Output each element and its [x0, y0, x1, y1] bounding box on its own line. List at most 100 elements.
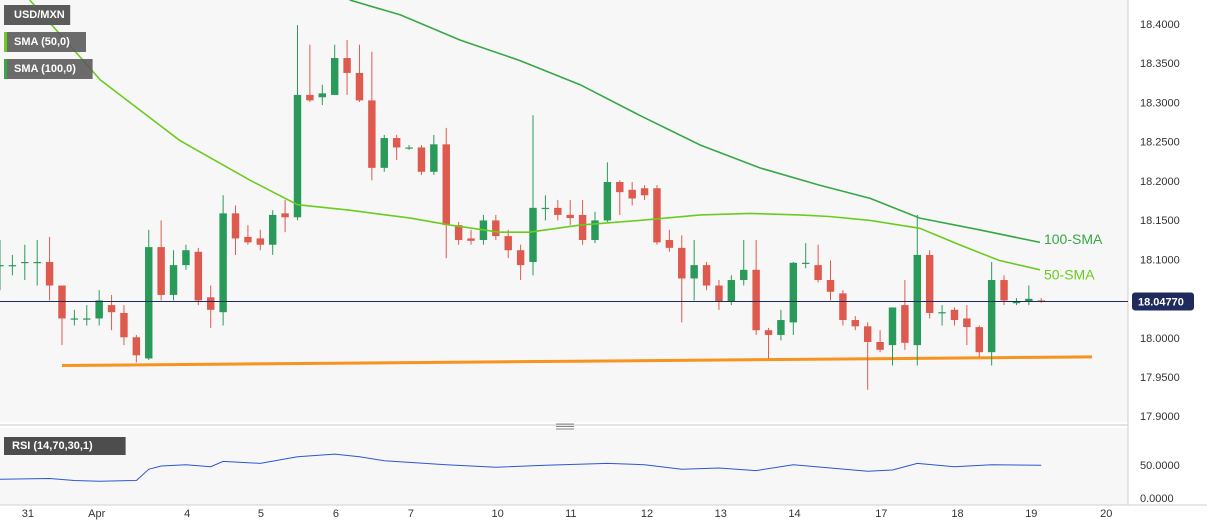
candle-body: [876, 341, 884, 350]
candle-body: [83, 318, 91, 320]
sma-line: [29, 0, 1041, 271]
candle-body: [541, 207, 550, 210]
candle-body: [293, 94, 302, 218]
candle-body: [863, 326, 872, 342]
candle-body: [70, 318, 79, 320]
y-tick-label: 18.2500: [1140, 137, 1180, 149]
y-tick-label: 18.3000: [1140, 97, 1180, 109]
candle-body: [0, 265, 4, 267]
x-tick-label: 6: [333, 508, 339, 520]
candle-body: [764, 330, 773, 335]
candle-body: [801, 262, 810, 264]
marks: [0, 0, 1128, 482]
candle-body: [554, 207, 562, 215]
x-tick-label: 17: [875, 508, 887, 520]
candle-body: [1000, 280, 1008, 301]
candle-body: [306, 94, 314, 101]
candle-body: [417, 147, 426, 172]
candle-body: [591, 220, 599, 241]
y-tick-label: 17.9000: [1140, 411, 1180, 423]
y-tick-label: 18.2000: [1140, 176, 1180, 188]
candle-body: [839, 293, 847, 321]
symbol-label: USD/MXN: [14, 9, 65, 21]
candle-body: [851, 320, 860, 327]
candle-body: [566, 214, 574, 219]
x-tick-label: 19: [1025, 508, 1037, 520]
candle-body: [330, 58, 339, 95]
x-tick-label: 12: [641, 508, 653, 520]
x-tick-label: 13: [715, 508, 727, 520]
candle-body: [727, 280, 736, 302]
candle-body: [182, 250, 190, 266]
candle-body: [826, 280, 835, 292]
candle-body: [913, 254, 921, 346]
x-tick-label: 20: [1100, 508, 1112, 520]
candle-body: [1025, 298, 1033, 302]
x-tick-label: 11: [565, 508, 576, 520]
x-tick-label: 7: [408, 508, 414, 520]
candle-body: [256, 238, 265, 245]
candle-body: [219, 213, 227, 313]
pane-handle: [556, 423, 574, 430]
candle-body: [318, 93, 327, 98]
candle-body: [368, 100, 376, 168]
legend-box: [4, 59, 93, 79]
candle-body: [207, 297, 215, 310]
y-tick-label: 17.9500: [1140, 372, 1180, 384]
candle-body: [430, 144, 438, 172]
y-tick-label: 18.0000: [1140, 333, 1180, 345]
candle-body: [975, 327, 983, 353]
candle-body: [120, 312, 128, 338]
candle-body: [58, 285, 66, 319]
candle-body: [603, 181, 612, 221]
candle-body: [467, 238, 475, 241]
x-tick-label: Apr: [88, 508, 105, 520]
symbol-box: [4, 5, 71, 25]
candle-body: [963, 318, 971, 328]
candle-body: [678, 247, 686, 279]
candle-body: [157, 247, 165, 295]
candle-body: [690, 265, 698, 279]
candle-body: [442, 144, 450, 226]
candle-body: [789, 262, 798, 323]
candle-body: [8, 265, 17, 267]
candle-body: [145, 247, 153, 359]
candle-body: [343, 58, 351, 73]
candle-body: [132, 337, 141, 356]
candle-body: [616, 181, 624, 193]
candle-body: [950, 309, 959, 321]
labels: 18.4000 18.3500 18.3000 18.2500 18.2000 18.15…: [4, 5, 1194, 520]
candle-body: [21, 261, 29, 264]
legend-label: SMA (50,0): [14, 36, 70, 48]
candle-body: [1012, 301, 1021, 304]
candle-body: [355, 72, 364, 101]
candle-body: [516, 250, 525, 266]
candle-body: [95, 300, 103, 319]
y-tick-label: 18.3500: [1140, 58, 1180, 70]
candle-body: [281, 213, 289, 218]
candle-body: [454, 225, 463, 241]
rsi-line: [0, 453, 1042, 482]
candle-body: [169, 265, 178, 295]
candle-body: [628, 189, 636, 199]
x-tick-label: 31: [22, 508, 34, 520]
candle-body: [987, 280, 996, 353]
candle-body: [640, 188, 649, 196]
candle-body: [715, 285, 723, 302]
candle-body: [925, 254, 934, 313]
candle-body: [653, 188, 661, 243]
legend-swatch: [4, 32, 7, 52]
candle-body: [901, 305, 909, 343]
sma-annotation: 100-SMA: [1044, 231, 1103, 247]
rsi-pane: [0, 428, 1128, 505]
y-tick-label: 50.0000: [1140, 460, 1180, 472]
last-price-label: 18.04770: [1138, 296, 1184, 308]
y-tick-label: 18.1500: [1140, 215, 1180, 227]
x-tick-label: 18: [951, 508, 963, 520]
candle-body: [665, 240, 674, 248]
legend-label: SMA (100,0): [14, 63, 76, 75]
candle-body: [244, 236, 252, 243]
candle-body: [492, 220, 500, 237]
